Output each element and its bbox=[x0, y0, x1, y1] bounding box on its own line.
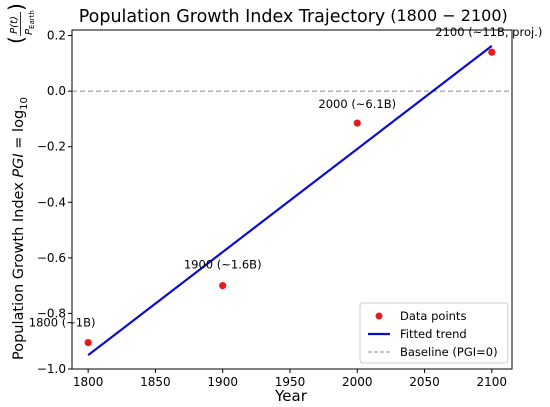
y-axis-label-denominator-sub: Earth bbox=[28, 10, 36, 29]
y-ticks-layer: 0.2 0.0 −0.2 −0.4 −0.6 −0.8 −1.0 bbox=[37, 29, 72, 376]
y-tick-label: 0.2 bbox=[47, 29, 66, 43]
data-point bbox=[84, 339, 92, 347]
points-layer bbox=[84, 48, 496, 347]
chart-title-range: (1800 − 2100) bbox=[390, 6, 508, 25]
data-point bbox=[488, 48, 496, 56]
legend-box bbox=[359, 302, 509, 364]
y-axis-label-numerator: P(t) bbox=[9, 16, 20, 34]
y-tick-label: −0.2 bbox=[37, 140, 66, 154]
data-point-label: 2000 (~6.1B) bbox=[318, 97, 396, 111]
y-tick-label: −0.4 bbox=[37, 195, 66, 209]
y-axis-label-prefix: Population Growth Index bbox=[11, 178, 27, 360]
x-tick-label: 1800 bbox=[73, 375, 104, 389]
y-axis-label-variable: PGI bbox=[11, 153, 27, 177]
x-ticks-layer: 1800 1850 1900 1950 2000 2050 2100 bbox=[73, 369, 507, 389]
y-tick-label: −0.6 bbox=[37, 251, 66, 265]
data-point-label: 1900 (~1.6B) bbox=[184, 258, 262, 272]
chart-title: Population Growth Index Trajectory bbox=[79, 7, 386, 27]
y-tick-label: −0.8 bbox=[37, 306, 66, 320]
data-point bbox=[219, 282, 227, 290]
data-point-label: 2100 (~11B, proj.) bbox=[435, 25, 542, 39]
x-tick-label: 1850 bbox=[140, 375, 171, 389]
y-tick-label: −1.0 bbox=[37, 362, 66, 376]
x-tick-label: 1900 bbox=[207, 375, 238, 389]
data-point bbox=[353, 119, 361, 127]
x-tick-label: 2100 bbox=[477, 375, 508, 389]
y-axis-label-denominator: P bbox=[24, 28, 35, 35]
x-tick-label: 2000 bbox=[342, 375, 373, 389]
fitted-trend-line bbox=[87, 44, 493, 356]
y-tick-label: 0.0 bbox=[47, 84, 66, 98]
y-axis-label-equals: = log bbox=[11, 110, 27, 153]
y-axis-label-log-base: 10 bbox=[19, 97, 30, 110]
legend-label: Data points bbox=[400, 309, 466, 323]
svg-text:): ) bbox=[4, 3, 28, 11]
x-axis-label: Year bbox=[274, 387, 308, 405]
legend-label: Fitted trend bbox=[400, 327, 467, 341]
plot-frame bbox=[71, 29, 513, 370]
point-labels-layer: 1800 (~1B) 1900 (~1.6B) 2000 (~6.1B) 2100 (… bbox=[29, 25, 543, 329]
svg-text:(: ( bbox=[4, 36, 28, 44]
svg-text:PEarth: PEarth bbox=[24, 10, 36, 35]
legend-marker-points bbox=[375, 312, 383, 320]
y-axis-label: Population Growth Index PGI = log10 ( P(… bbox=[4, 3, 36, 360]
legend-label: Baseline (PGI=0) bbox=[400, 345, 498, 359]
x-tick-label: 2050 bbox=[409, 375, 440, 389]
trend-layer bbox=[87, 44, 493, 356]
data-point-label: 1800 (~1B) bbox=[29, 316, 96, 330]
x-tick-label: 1950 bbox=[275, 375, 306, 389]
axes-layer bbox=[71, 29, 513, 370]
svg-text:Population Growth Index PGI =: Population Growth Index PGI = log10 bbox=[11, 97, 30, 360]
legend: Data points Fitted trend Baseline (PGI=0) bbox=[359, 302, 509, 364]
